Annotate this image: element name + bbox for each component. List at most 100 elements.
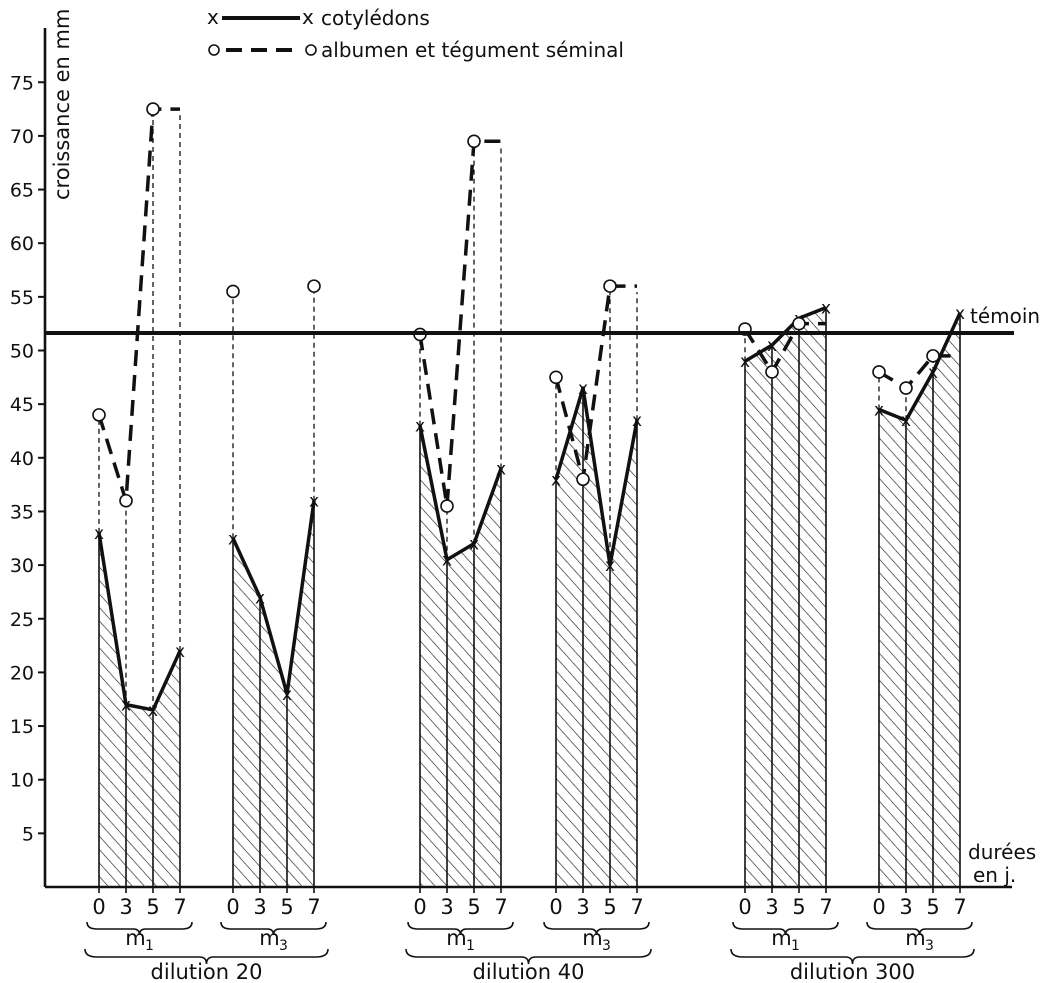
day-label: 0	[92, 895, 105, 919]
y-tick-label: 25	[10, 609, 34, 631]
day-label: 0	[738, 895, 751, 919]
albumen-marker	[226, 284, 240, 299]
y-tick-label: 75	[10, 72, 34, 94]
y-tick-label: 30	[10, 555, 34, 577]
cotyledons-marker: x	[255, 588, 265, 608]
cotyledons-marker: x	[228, 529, 238, 549]
mode-subscript: 1	[145, 938, 154, 954]
day-label: 3	[765, 895, 778, 919]
cotyledons-marker: x	[415, 417, 425, 437]
albumen-line	[418, 139, 501, 507]
day-label: 5	[926, 895, 939, 919]
albumen-line	[554, 284, 637, 480]
mode-subscript: 1	[791, 938, 800, 954]
cotyledons-marker: x	[551, 470, 561, 490]
legend-label-cotyledons: cotylédons	[321, 6, 430, 30]
mode-label: m	[259, 926, 279, 950]
albumen-marker	[603, 279, 617, 293]
day-label: 7	[173, 895, 186, 919]
day-label: 7	[630, 895, 643, 919]
day-label: 7	[307, 895, 320, 919]
hatched-area	[745, 307, 826, 888]
day-label: 0	[413, 895, 426, 919]
mode-brace	[86, 921, 193, 936]
mode-subscript: 3	[925, 938, 934, 954]
day-label: 3	[576, 895, 589, 919]
cotyledons-marker: x	[605, 556, 615, 576]
cotyledons-line	[97, 532, 182, 712]
mode-label: m	[905, 926, 925, 950]
cotyledons-marker: x	[928, 363, 938, 383]
reference-line-label: témoin	[970, 304, 1040, 328]
mode-brace	[407, 921, 514, 936]
day-label: 5	[280, 895, 293, 919]
dilution-label: dilution 20	[151, 960, 263, 983]
x-axis-title-line1: durées	[968, 840, 1036, 864]
day-label: 5	[146, 895, 159, 919]
cotyledons-marker: x	[955, 304, 965, 324]
y-tick-label: 45	[10, 394, 34, 416]
legend-label-albumen: albumen et tégument séminal	[321, 38, 624, 62]
albumen-marker	[549, 370, 563, 385]
y-tick-label: 70	[10, 126, 34, 148]
hatched-area	[99, 532, 180, 887]
cotyledons-marker: x	[309, 492, 319, 512]
mode-brace	[220, 921, 327, 936]
day-label: 3	[119, 895, 132, 919]
day-label: 5	[603, 895, 616, 919]
y-tick-label: 60	[10, 233, 34, 255]
day-label: 7	[819, 895, 832, 919]
cotyledons-marker: x	[632, 411, 642, 431]
dilution-brace	[84, 948, 329, 965]
albumen-marker	[307, 279, 321, 293]
cotyledons-marker: x	[821, 299, 831, 319]
cotyledons-line	[878, 312, 962, 422]
legend-item-albumen: albumen et tégument séminal	[208, 38, 624, 62]
cotyledons-marker: x	[874, 401, 884, 421]
albumen-marker	[467, 134, 481, 149]
y-tick-label: 40	[10, 448, 34, 470]
legend: x x cotylédons albumen et tégument sémin…	[207, 5, 624, 62]
dilution-brace	[405, 948, 652, 965]
y-tick-label: 50	[10, 341, 34, 363]
cotyledons-marker: x	[121, 696, 131, 716]
mode-subscript: 1	[466, 938, 475, 954]
albumen-line	[743, 321, 826, 376]
cotyledons-marker: x	[901, 411, 911, 431]
y-tick-label: 15	[10, 716, 34, 738]
legend-marker-circle-start	[208, 44, 220, 56]
day-label: 0	[226, 895, 239, 919]
series-lines	[97, 107, 962, 712]
mode-label: m	[771, 926, 791, 950]
albumen-marker	[765, 365, 779, 379]
albumen-marker	[792, 316, 806, 331]
legend-marker-circle-end	[305, 44, 317, 56]
day-label: 3	[440, 895, 453, 919]
mode-subscript: 3	[602, 938, 611, 954]
cotyledons-marker: x	[442, 551, 452, 571]
legend-marker-x-end: x	[302, 5, 314, 29]
mode-brace	[543, 921, 650, 936]
day-label: 0	[549, 895, 562, 919]
mode-label: m	[125, 926, 145, 950]
legend-marker-x-start: x	[207, 5, 219, 29]
y-tick-label: 5	[22, 823, 34, 845]
cotyledons-marker: x	[767, 336, 777, 356]
dilution-label: dilution 40	[473, 960, 585, 983]
hatched-area	[233, 500, 314, 887]
day-label: 7	[953, 895, 966, 919]
cotyledons-line	[231, 500, 316, 696]
y-tick-label: 20	[10, 662, 34, 684]
cotyledons-marker: x	[496, 460, 506, 480]
hatched-area	[420, 425, 501, 887]
y-tick-label: 55	[10, 287, 34, 309]
albumen-line	[878, 354, 960, 391]
series-markers: xxxxxxxxxxxxxxxxxxxxxxxx	[92, 102, 965, 721]
cotyledons-line	[418, 425, 503, 562]
day-label: 7	[494, 895, 507, 919]
albumen-marker	[146, 102, 160, 116]
albumen-marker	[576, 472, 590, 487]
cotyledons-marker: x	[578, 379, 588, 399]
albumen-marker	[899, 381, 913, 395]
